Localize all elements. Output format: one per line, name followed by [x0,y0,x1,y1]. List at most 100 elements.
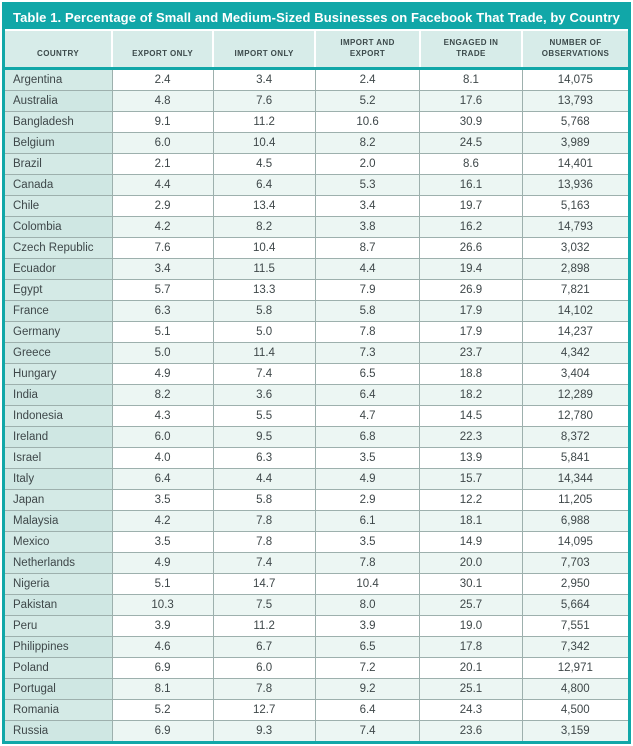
table-row: Bangladesh 9.1 11.2 10.6 30.9 5,768 [5,111,628,133]
value-cell: 3.5 [111,531,214,553]
value-cell: 12.7 [212,699,316,721]
table-row: Chile 2.9 13.4 3.4 19.7 5,163 [5,195,628,217]
value-cell: 2.4 [111,68,214,91]
country-cell: India [5,384,113,406]
value-cell: 5.8 [212,300,316,322]
value-cell: 2,898 [521,258,628,280]
value-cell: 17.9 [419,321,523,343]
value-cell: 14.9 [419,531,523,553]
value-cell: 7.5 [212,594,316,616]
value-cell: 6.9 [111,657,214,679]
value-cell: 5,163 [521,195,628,217]
value-cell: 11.2 [212,111,316,133]
value-cell: 17.8 [419,636,523,658]
column-header-3: IMPORT AND EXPORT [314,31,420,70]
value-cell: 17.6 [419,90,523,112]
table-row: Philippines 4.6 6.7 6.5 17.8 7,342 [5,636,628,658]
value-cell: 4.2 [111,510,214,532]
value-cell: 16.2 [419,216,523,238]
country-cell: Japan [5,489,113,511]
table-row: Germany 5.1 5.0 7.8 17.9 14,237 [5,321,628,343]
country-cell: Colombia [5,216,113,238]
table-row: Japan 3.5 5.8 2.9 12.2 11,205 [5,489,628,511]
table-row: Hungary 4.9 7.4 6.5 18.8 3,404 [5,363,628,385]
value-cell: 8.0 [314,594,421,616]
country-cell: Peru [5,615,113,637]
value-cell: 7,551 [521,615,628,637]
value-cell: 13.4 [212,195,316,217]
value-cell: 12,289 [521,384,628,406]
value-cell: 7.4 [212,552,316,574]
value-cell: 9.1 [111,111,214,133]
country-cell: Israel [5,447,113,469]
value-cell: 2.9 [111,195,214,217]
country-cell: Ecuador [5,258,113,280]
value-cell: 6.0 [111,426,214,448]
value-cell: 22.3 [419,426,523,448]
value-cell: 12,780 [521,405,628,427]
value-cell: 7.8 [314,321,421,343]
table-row: Romania 5.2 12.7 6.4 24.3 4,500 [5,699,628,721]
value-cell: 6.3 [111,300,214,322]
value-cell: 4.9 [111,363,214,385]
value-cell: 6.0 [212,657,316,679]
value-cell: 5,841 [521,447,628,469]
value-cell: 5.3 [314,174,421,196]
value-cell: 6.4 [212,174,316,196]
value-cell: 10.6 [314,111,421,133]
value-cell: 3.5 [314,447,421,469]
table-row: Belgium 6.0 10.4 8.2 24.5 3,989 [5,132,628,154]
value-cell: 5,664 [521,594,628,616]
value-cell: 8.6 [419,153,523,175]
value-cell: 13,936 [521,174,628,196]
value-cell: 7.8 [212,531,316,553]
country-cell: Netherlands [5,552,113,574]
value-cell: 2.1 [111,153,214,175]
value-cell: 23.6 [419,720,523,741]
table-row: Canada 4.4 6.4 5.3 16.1 13,936 [5,174,628,196]
table-row: Indonesia 4.3 5.5 4.7 14.5 12,780 [5,405,628,427]
table-header: COUNTRY EXPORT ONLY IMPORT ONLY IMPORT AND … [5,31,628,70]
table-row: Mexico 3.5 7.8 3.5 14.9 14,095 [5,531,628,553]
country-cell: Australia [5,90,113,112]
table-row: Italy 6.4 4.4 4.9 15.7 14,344 [5,468,628,490]
value-cell: 20.0 [419,552,523,574]
table-row: France 6.3 5.8 5.8 17.9 14,102 [5,300,628,322]
value-cell: 18.8 [419,363,523,385]
table-body: Argentina 2.4 3.4 2.4 8.1 14,075 Australia 4.8 7… [5,68,628,741]
table-row: Nigeria 5.1 14.7 10.4 30.1 2,950 [5,573,628,595]
value-cell: 18.1 [419,510,523,532]
value-cell: 4.2 [111,216,214,238]
table-row: Australia 4.8 7.6 5.2 17.6 13,793 [5,90,628,112]
table-row: Israel 4.0 6.3 3.5 13.9 5,841 [5,447,628,469]
value-cell: 4.0 [111,447,214,469]
value-cell: 8.1 [419,68,523,91]
value-cell: 3,159 [521,720,628,741]
value-cell: 4.5 [212,153,316,175]
value-cell: 13.3 [212,279,316,301]
value-cell: 5.7 [111,279,214,301]
value-cell: 5,768 [521,111,628,133]
value-cell: 7.4 [212,363,316,385]
value-cell: 5.2 [314,90,421,112]
value-cell: 6.3 [212,447,316,469]
value-cell: 8.2 [314,132,421,154]
value-cell: 11.5 [212,258,316,280]
value-cell: 2.9 [314,489,421,511]
country-cell: Nigeria [5,573,113,595]
value-cell: 3.6 [212,384,316,406]
value-cell: 24.3 [419,699,523,721]
table-row: Greece 5.0 11.4 7.3 23.7 4,342 [5,342,628,364]
table-title-bar: Table 1. Percentage of Small and Medium-… [5,5,628,31]
value-cell: 7.8 [212,510,316,532]
value-cell: 13.9 [419,447,523,469]
value-cell: 4.8 [111,90,214,112]
column-header-4: ENGAGED IN TRADE [418,31,523,70]
value-cell: 16.1 [419,174,523,196]
value-cell: 30.1 [419,573,523,595]
table-row: Colombia 4.2 8.2 3.8 16.2 14,793 [5,216,628,238]
value-cell: 4,500 [521,699,628,721]
value-cell: 4.9 [314,468,421,490]
value-cell: 11.4 [212,342,316,364]
